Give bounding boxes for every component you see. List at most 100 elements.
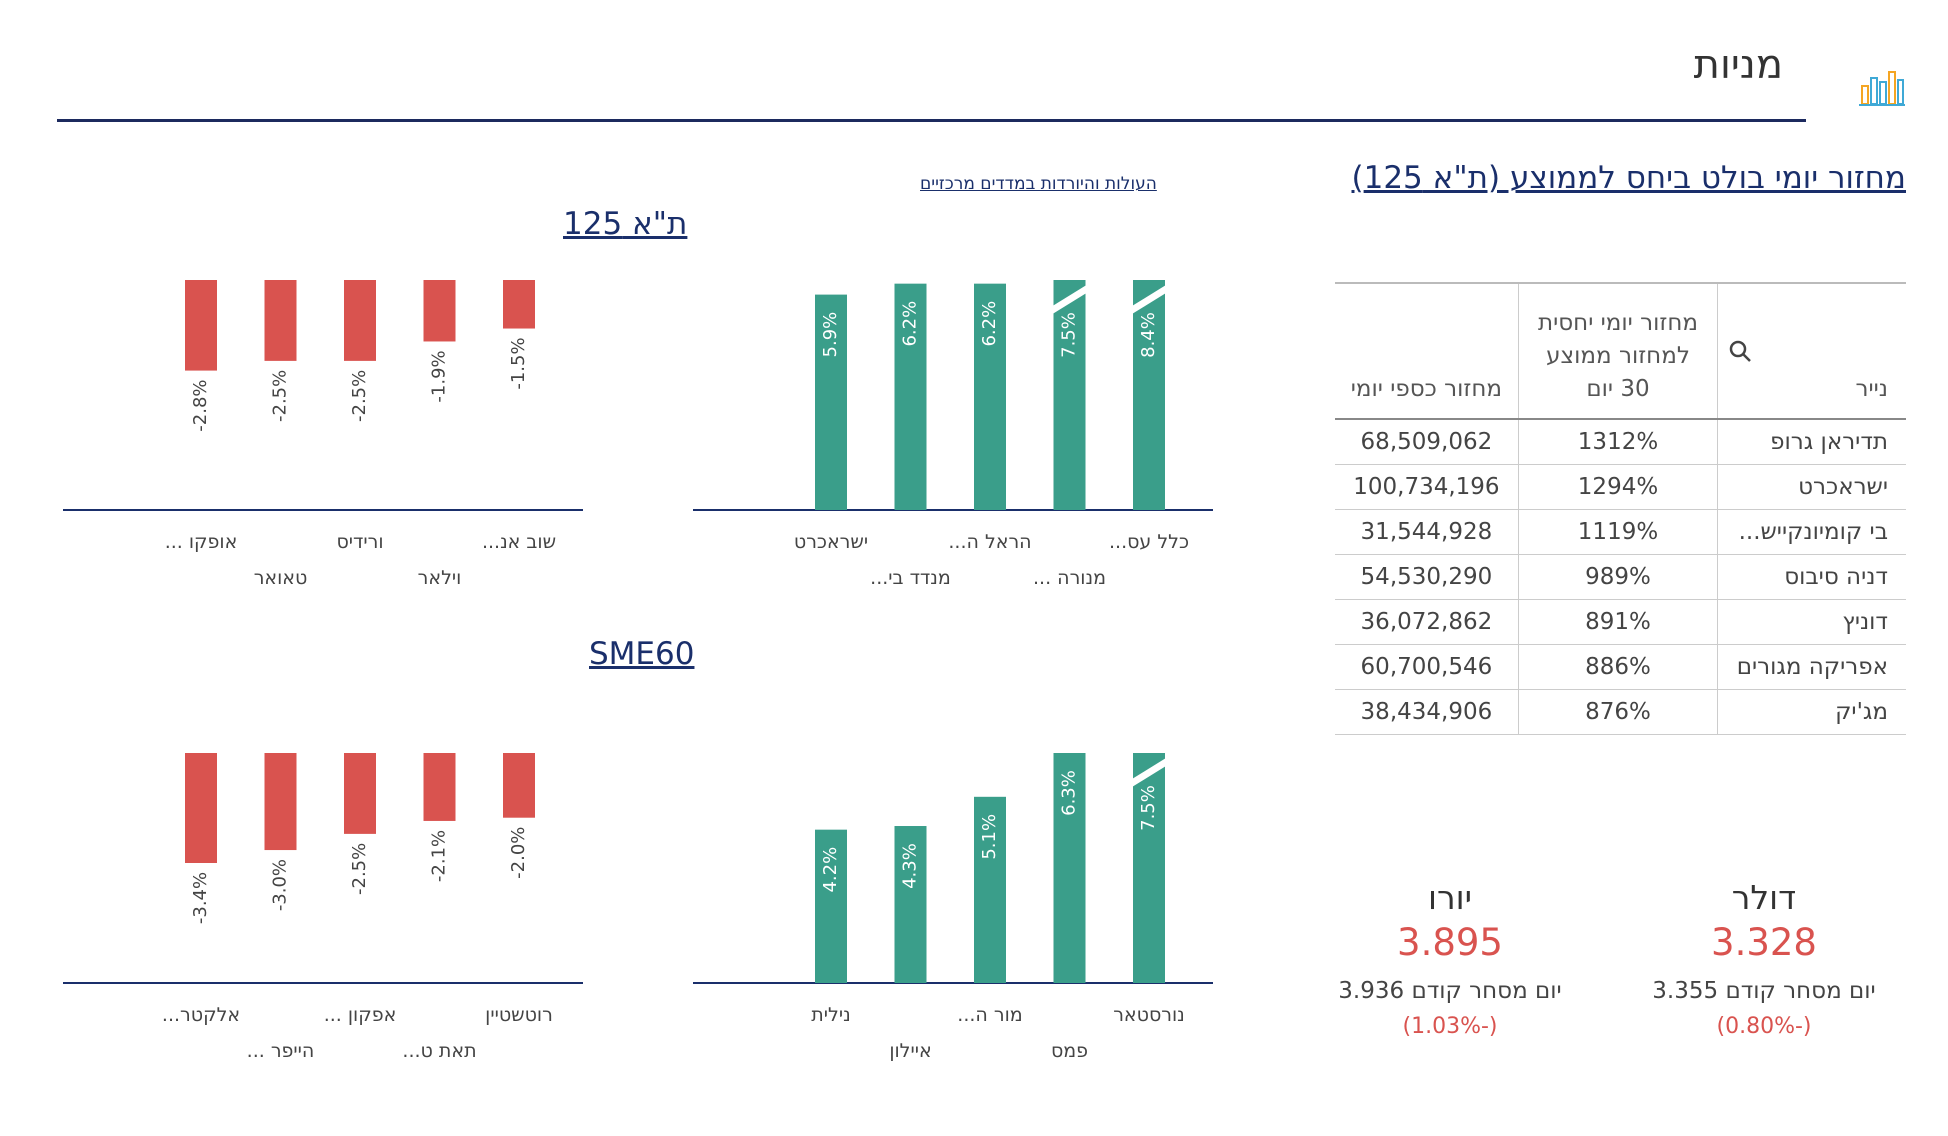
ta125-losers-category-label: ורידיס bbox=[336, 531, 383, 553]
ta125-losers-category-label: שוב אנ... bbox=[482, 531, 556, 553]
ta125-losers-bar bbox=[264, 280, 297, 361]
euro-value: 3.895 bbox=[1397, 921, 1503, 964]
table-row[interactable]: אפריקה מגורים 886% 60,700,546 bbox=[1335, 644, 1906, 690]
sme60-losers-svg: -2.0% רוטשטיין -2.1% תאת ט... -2.5% אפקון ...… bbox=[63, 753, 583, 1062]
security-cell: מג'יק bbox=[1717, 689, 1906, 735]
ta125-gainers-bar bbox=[1053, 280, 1086, 510]
ta125-losers-value-label: -1.5% bbox=[508, 337, 529, 389]
sme60-gainers-category-label: פמס bbox=[1051, 1040, 1088, 1062]
euro-previous-value: 3.936 bbox=[1338, 978, 1405, 1004]
monetary-turnover-cell: 54,530,290 bbox=[1335, 554, 1519, 600]
ta125-gainers-category-label: הראל ה... bbox=[948, 531, 1031, 553]
sme60-gainers-value-label: 5.1% bbox=[979, 814, 1000, 860]
sme60-gainers-svg: 7.5% נורסטאר 6.3% פמס 5.1% מור ה... 4.3% איילון… bbox=[693, 753, 1213, 1062]
sme60-gainers-value-label: 4.3% bbox=[900, 843, 921, 889]
sme60-gainers-category-label: נילית bbox=[811, 1004, 850, 1026]
euro-previous: יום מסחר קודם 3.936 bbox=[1300, 978, 1600, 1004]
sme60-losers-value-label: -2.1% bbox=[429, 830, 450, 882]
sme60-gainers-bar bbox=[974, 796, 1006, 983]
table-row[interactable]: מג'יק 876% 38,434,906 bbox=[1335, 689, 1906, 735]
sme60-gainers-category-label: מור ה... bbox=[957, 1004, 1022, 1026]
sme60-title[interactable]: SME60 bbox=[589, 636, 695, 672]
sme60-losers-category-label: תאת ט... bbox=[402, 1040, 476, 1062]
euro-previous-label: יום מסחר קודם bbox=[1411, 978, 1562, 1004]
sme60-gainers-break-mark bbox=[1132, 758, 1166, 787]
sme60-losers-category-label: אלקטר... bbox=[162, 1004, 240, 1026]
dollar-value: 3.328 bbox=[1711, 921, 1817, 964]
ta125-gainers-svg: 8.4% כלל עס... 7.5% מנורה ... 6.2% הראל ה... 6… bbox=[693, 280, 1213, 589]
ta125-losers-value-label: -2.5% bbox=[270, 370, 291, 422]
ta125-losers-value-label: -2.5% bbox=[349, 370, 370, 422]
search-icon[interactable] bbox=[1728, 339, 1752, 363]
ta125-gainers-bar bbox=[815, 294, 847, 510]
security-cell: בי קומיונקייש... bbox=[1717, 509, 1906, 555]
ta125-gainers-bar bbox=[974, 283, 1006, 510]
ta125-losers-value-label: -2.8% bbox=[190, 379, 211, 431]
dollar-previous-label: יום מסחר קודם bbox=[1725, 978, 1876, 1004]
ta125-gainers-value-label: 6.2% bbox=[900, 301, 921, 347]
sme60-losers-category-label: רוטשטיין bbox=[485, 1004, 553, 1026]
relative-turnover-cell: 1294% bbox=[1517, 464, 1719, 510]
ta125-losers-category-label: אופקו ... bbox=[165, 531, 238, 553]
ta125-losers-bar bbox=[423, 280, 456, 342]
sme60-gainers-value-label: 6.3% bbox=[1059, 770, 1080, 816]
sme60-losers-chart: -2.0% רוטשטיין -2.1% תאת ט... -2.5% אפקון ...… bbox=[63, 743, 583, 1077]
sme60-gainers-value-label: 4.2% bbox=[820, 847, 841, 893]
security-cell: דניה סיבוס bbox=[1717, 554, 1906, 600]
table-row[interactable]: דניה סיבוס 989% 54,530,290 bbox=[1335, 554, 1906, 600]
column-header-relative[interactable]: מחזור יומי יחסית למחזור ממוצע 30 יום bbox=[1517, 282, 1719, 420]
sme60-gainers-bar bbox=[1133, 753, 1165, 983]
sme60-gainers-bar bbox=[1053, 753, 1086, 983]
sme60-losers-value-label: -2.5% bbox=[349, 843, 370, 895]
ta125-title[interactable]: ת"א 125 bbox=[563, 206, 688, 242]
table-row[interactable]: ישראכרט 1294% 100,734,196 bbox=[1335, 464, 1906, 510]
ta125-losers-value-label: -1.9% bbox=[429, 350, 450, 402]
sme60-losers-bar bbox=[423, 753, 456, 821]
dollar-change: (-0.80%) bbox=[1716, 1014, 1812, 1039]
table-row[interactable]: דוניץ 891% 36,072,862 bbox=[1335, 599, 1906, 645]
header-divider bbox=[57, 119, 1806, 122]
relative-turnover-cell: 989% bbox=[1517, 554, 1719, 600]
dollar-name: דולר bbox=[1731, 878, 1797, 917]
column-header-security[interactable]: נייר bbox=[1717, 282, 1906, 420]
sme60-gainers-bar bbox=[815, 829, 847, 983]
ta125-gainers-category-label: כלל עס... bbox=[1109, 531, 1189, 553]
table-row[interactable]: בי קומיונקייש... 1119% 31,544,928 bbox=[1335, 509, 1906, 555]
dollar-rate-card: דולר 3.328 יום מסחר קודם 3.355 (-0.80%) bbox=[1614, 878, 1914, 1039]
relative-turnover-cell: 891% bbox=[1517, 599, 1719, 645]
ta125-gainers-category-label: ישראכרט bbox=[794, 531, 868, 553]
relative-turnover-cell: 876% bbox=[1517, 689, 1719, 735]
sme60-losers-category-label: אפקון ... bbox=[324, 1004, 397, 1026]
monetary-turnover-cell: 68,509,062 bbox=[1335, 419, 1519, 465]
sme60-gainers-bar bbox=[894, 826, 927, 983]
table-row[interactable]: תדיראן גרופ 1312% 68,509,062 bbox=[1335, 419, 1906, 465]
sme60-losers-bar bbox=[264, 753, 297, 851]
ta125-losers-category-label: וילאר bbox=[418, 567, 462, 589]
ta125-losers-category-label: טאואר bbox=[254, 567, 308, 589]
security-cell: ישראכרט bbox=[1717, 464, 1906, 510]
monetary-turnover-cell: 60,700,546 bbox=[1335, 644, 1519, 690]
ta125-losers-chart: -1.5% שוב אנ... -1.9% וילאר -2.5% ורידיס -2.5%… bbox=[63, 270, 583, 604]
relative-turnover-cell: 886% bbox=[1517, 644, 1719, 690]
sme60-losers-category-label: הייפר ... bbox=[247, 1040, 315, 1062]
ta125-gainers-category-label: מנורה ... bbox=[1033, 567, 1106, 589]
turnover-table-title[interactable]: מחזור יומי בולט ביחס לממוצע (ת"א 125) bbox=[1351, 160, 1907, 196]
ta125-gainers-category-label: מנדד בי... bbox=[870, 567, 951, 589]
euro-name: יורו bbox=[1428, 878, 1472, 917]
indices-movers-link[interactable]: העולות והיורדות במדדים מרכזיים bbox=[920, 174, 1157, 194]
ta125-gainers-bar bbox=[1133, 280, 1165, 510]
page-title: מניות bbox=[1693, 42, 1783, 88]
euro-change: (-1.03%) bbox=[1402, 1014, 1498, 1039]
ta125-gainers-value-label: 8.4% bbox=[1138, 312, 1159, 358]
monetary-turnover-cell: 36,072,862 bbox=[1335, 599, 1519, 645]
column-header-monetary[interactable]: מחזור כספי יומי bbox=[1335, 282, 1519, 420]
ta125-gainers-value-label: 6.2% bbox=[979, 301, 1000, 347]
monetary-turnover-cell: 31,544,928 bbox=[1335, 509, 1519, 555]
ta125-gainers-break-mark bbox=[1132, 285, 1166, 314]
sme60-losers-value-label: -3.4% bbox=[190, 872, 211, 924]
euro-rate-card: יורו 3.895 יום מסחר קודם 3.936 (-1.03%) bbox=[1300, 878, 1600, 1039]
sme60-losers-bar bbox=[503, 753, 535, 818]
turnover-table: נייר מחזור יומי יחסית למחזור ממוצע 30 יו… bbox=[1335, 282, 1906, 735]
monetary-turnover-cell: 38,434,906 bbox=[1335, 689, 1519, 735]
ta125-gainers-value-label: 5.9% bbox=[820, 312, 841, 358]
